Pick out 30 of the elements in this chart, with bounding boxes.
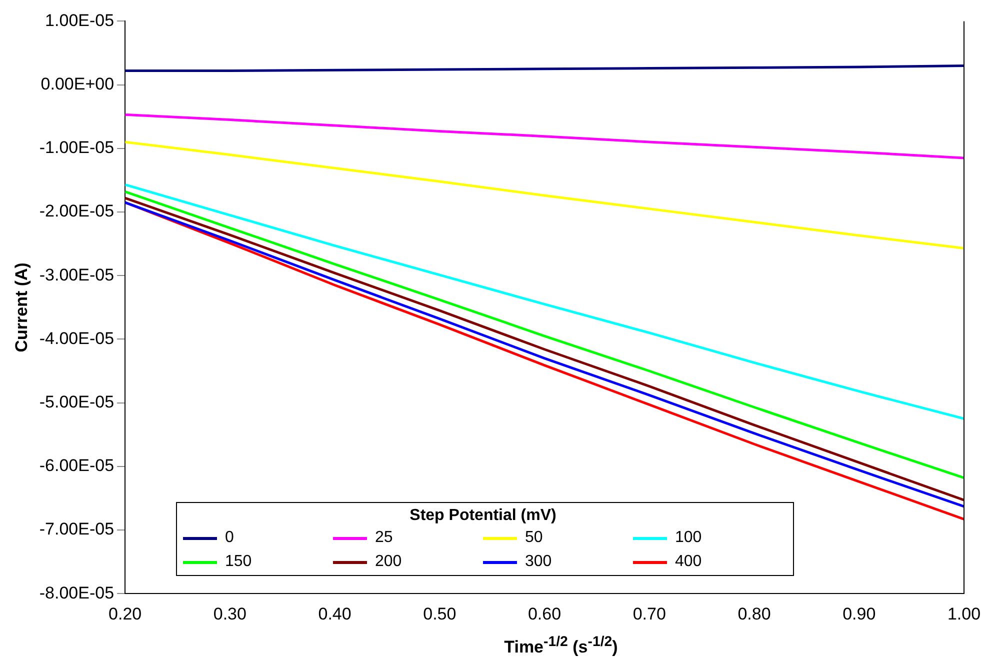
legend-label: 25 [375,529,393,547]
y-tick-label: -2.00E-05 [39,202,114,221]
x-tick-label: 0.80 [738,604,771,624]
legend-label: 150 [225,553,252,571]
y-tick-label: -8.00E-05 [39,583,114,602]
legend-label: 400 [675,553,702,571]
y-tick-label: -1.00E-05 [39,138,114,158]
y-axis-title: Current (A) [12,262,31,352]
y-tick-label: -3.00E-05 [39,265,114,284]
y-tick-label: -6.00E-05 [39,456,114,476]
legend-label: 200 [375,553,402,571]
y-tick-label: 0.00E+00 [40,74,114,94]
x-axis-title: Time$^{-1/2}$ (s$^{-1/2}$) [503,634,619,658]
y-tick-label: 1.00E-05 [45,10,114,30]
x-tick-label: 0.60 [528,604,562,624]
legend-label: 300 [525,553,552,571]
legend-label: 50 [525,529,543,547]
x-tick-label: 1.00 [947,604,981,624]
legend-label: 0 [225,529,234,547]
x-tick-label: 0.90 [842,604,876,624]
x-tick-label: 0.30 [213,604,246,624]
legend-label: 100 [675,529,702,547]
x-tick-label: 0.50 [423,604,456,624]
legend-title: Step Potential (mV) [408,507,558,525]
x-tick-label: 0.40 [318,604,352,624]
x-tick-label: 0.20 [108,604,142,624]
y-tick-label: -5.00E-05 [39,392,114,412]
x-tick-label: 0.70 [632,604,666,624]
y-tick-label: -4.00E-05 [39,328,114,348]
y-tick-label: -7.00E-05 [39,520,114,539]
